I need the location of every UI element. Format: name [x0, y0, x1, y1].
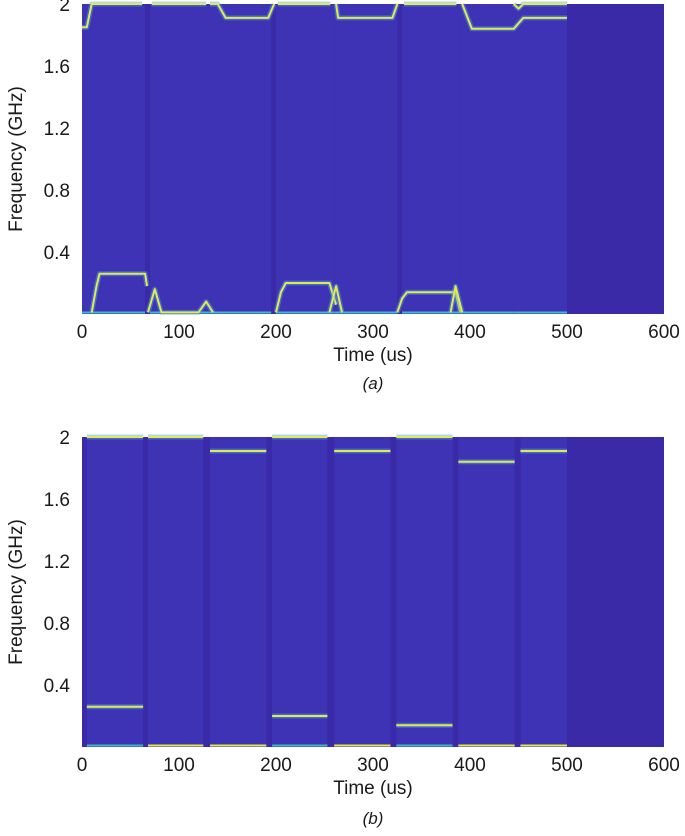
segment-block: [86, 437, 144, 747]
segment-block: [334, 4, 398, 314]
x-tick-label: 500: [551, 755, 583, 776]
segment-block: [334, 437, 391, 747]
panel-b: 0.4 0.8 1.2 1.6 2 0 100 200 300 400 500 600 Time (…: [6, 428, 680, 828]
trace-line: [449, 285, 464, 313]
y-tick-label: 1.6: [44, 57, 70, 78]
traces-a: [82, 1, 567, 315]
y-tick-labels-b: 0.4 0.8 1.2 1.6 2: [44, 428, 71, 697]
caption-b: (b): [363, 809, 384, 828]
y-tick-label: 0.4: [44, 243, 71, 264]
y-axis-label-a: Frequency (GHz): [6, 86, 27, 232]
x-tick-label: 100: [163, 322, 195, 343]
segment-block: [147, 437, 204, 747]
segment-block: [402, 4, 461, 314]
segment-block: [520, 437, 567, 747]
x-tick-label: 500: [551, 322, 583, 343]
y-tick-label: 0.8: [44, 614, 70, 635]
trace-line: [147, 288, 214, 314]
caption-a: (a): [363, 374, 384, 393]
x-tick-label: 200: [260, 755, 292, 776]
trace-line: [461, 3, 567, 30]
trace-line: [513, 3, 567, 10]
y-tick-label: 2: [59, 428, 70, 449]
y-tick-label: 2: [59, 0, 70, 16]
y-tick-labels-a: 0.4 0.8 1.2 1.6 2: [44, 0, 71, 264]
segment-block: [82, 4, 146, 314]
segment-block: [396, 437, 453, 747]
x-tick-label: 0: [77, 322, 88, 343]
x-tick-label: 200: [260, 322, 292, 343]
x-tick-label: 400: [454, 322, 486, 343]
trace-line: [328, 285, 343, 313]
x-tick-label: 100: [163, 755, 195, 776]
x-tick-labels-a: 0 100 200 300 400 500 600: [77, 322, 680, 343]
y-tick-label: 0.4: [44, 676, 71, 697]
x-tick-label: 300: [357, 755, 389, 776]
y-tick-label: 1.2: [44, 119, 70, 140]
trace-line: [82, 3, 143, 29]
segments-a: [82, 4, 567, 314]
trace-line: [335, 3, 399, 19]
trace-line: [90, 272, 148, 313]
segment-block: [149, 4, 209, 314]
segment-block: [513, 4, 567, 314]
segment-block: [210, 437, 267, 747]
x-tick-label: 300: [357, 322, 389, 343]
x-tick-labels-b: 0 100 200 300 400 500 600: [77, 755, 680, 776]
x-axis-label-a: Time (us): [333, 345, 413, 366]
y-tick-label: 0.8: [44, 181, 70, 202]
y-tick-label: 1.2: [44, 552, 70, 573]
segment-block: [208, 4, 272, 314]
y-tick-label: 1.6: [44, 490, 70, 511]
segment-block: [276, 4, 335, 314]
segment-block: [458, 437, 515, 747]
trace-line: [210, 3, 276, 19]
trace-line: [275, 282, 338, 313]
panel-a: 0.4 0.8 1.2 1.6 2 0 100 200 300 400 500 600 Time (…: [6, 0, 680, 393]
trace-line: [396, 291, 462, 313]
segment-block: [460, 4, 514, 314]
x-axis-label-b: Time (us): [333, 778, 413, 799]
segment-block: [272, 437, 328, 747]
y-axis-label-b: Frequency (GHz): [6, 519, 27, 665]
segments-b: [86, 434, 567, 747]
x-tick-label: 0: [77, 755, 88, 776]
x-tick-label: 600: [648, 322, 680, 343]
x-tick-label: 600: [648, 755, 680, 776]
x-tick-label: 400: [454, 755, 486, 776]
